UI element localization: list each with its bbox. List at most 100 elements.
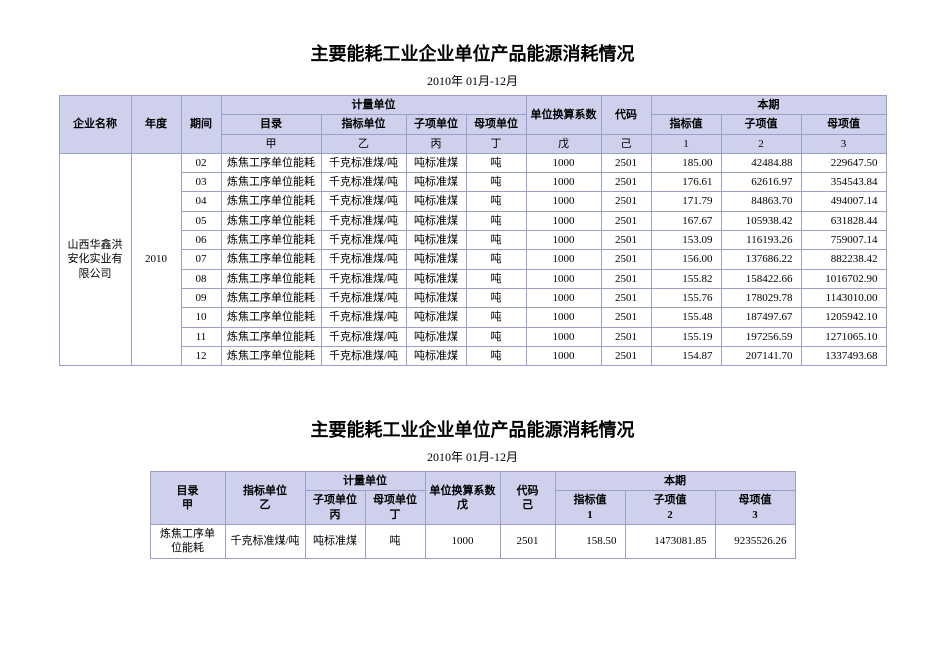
cell-daima: 2501 [601,153,651,172]
table-row: 07炼焦工序单位能耗千克标准煤/吨吨标准煤吨10002501156.001376… [59,250,886,269]
sub-3: 3 [801,134,886,153]
cell-mulu: 炼焦工序单位能耗 [221,231,321,250]
report2-subtitle: 2010年 01月-12月 [30,448,915,465]
cell-zhibiao: 千克标准煤/吨 [321,192,406,211]
cell-v1: 167.67 [651,211,721,230]
cell-period: 02 [181,153,221,172]
r2-v3-l1: 母项值 [739,494,772,506]
r2-v3-l2: 3 [752,509,758,521]
cell-v3: 494007.14 [801,192,886,211]
cell-daima: 2501 [601,269,651,288]
cell-zhibiao: 千克标准煤/吨 [321,211,406,230]
cell-mulu: 炼焦工序单位能耗 [221,308,321,327]
cell-xishu: 1000 [526,308,601,327]
cell-period: 06 [181,231,221,250]
cell-v2: 178029.78 [721,288,801,307]
table-row: 06炼焦工序单位能耗千克标准煤/吨吨标准煤吨10002501153.091161… [59,231,886,250]
cell-v2: 187497.67 [721,308,801,327]
cell-zhibiao: 千克标准煤/吨 [321,346,406,365]
col-muxiang: 母项单位 [466,115,526,134]
r2-daima-l1: 代码 [517,485,539,497]
table-row: 09炼焦工序单位能耗千克标准煤/吨吨标准煤吨10002501155.761780… [59,288,886,307]
r2-zixiang-cell: 吨标准煤 [305,525,365,559]
cell-period: 03 [181,173,221,192]
cell-v1: 185.00 [651,153,721,172]
cell-zhibiao: 千克标准煤/吨 [321,308,406,327]
cell-v2: 116193.26 [721,231,801,250]
r2-zhibiao-cell: 千克标准煤/吨 [225,525,305,559]
cell-v1: 155.48 [651,308,721,327]
report1-subtitle: 2010年 01月-12月 [30,72,915,89]
cell-period: 11 [181,327,221,346]
cell-v3: 1337493.68 [801,346,886,365]
r2-v1-cell: 158.50 [555,525,625,559]
cell-period: 09 [181,288,221,307]
r2-zixiang-l1: 子项单位 [313,494,357,506]
cell-daima: 2501 [601,327,651,346]
r2-mulu-cell: 炼焦工序单 位能耗 [150,525,225,559]
r2-col-xishu: 单位换算系数 戊 [425,472,500,525]
sub-wu: 戊 [526,134,601,153]
col-period: 期间 [181,96,221,154]
cell-zixiang: 吨标准煤 [406,346,466,365]
col-xishu: 单位换算系数 [526,96,601,135]
cell-xishu: 1000 [526,211,601,230]
table-row: 山西华鑫洪安化实业有限公司201002炼焦工序单位能耗千克标准煤/吨吨标准煤吨1… [59,153,886,172]
cell-v1: 155.76 [651,288,721,307]
cell-period: 10 [181,308,221,327]
cell-period: 07 [181,250,221,269]
table-row: 10炼焦工序单位能耗千克标准煤/吨吨标准煤吨10002501155.481874… [59,308,886,327]
cell-muxiang: 吨 [466,308,526,327]
r2-col-v1: 指标值 1 [555,491,625,525]
cell-daima: 2501 [601,173,651,192]
cell-daima: 2501 [601,346,651,365]
cell-v3: 229647.50 [801,153,886,172]
cell-v1: 156.00 [651,250,721,269]
cell-v2: 197256.59 [721,327,801,346]
cell-muxiang: 吨 [466,173,526,192]
cell-period: 05 [181,211,221,230]
sub-jia: 甲 [221,134,321,153]
cell-zixiang: 吨标准煤 [406,211,466,230]
table-row: 11炼焦工序单位能耗千克标准煤/吨吨标准煤吨10002501155.191972… [59,327,886,346]
cell-v2: 105938.42 [721,211,801,230]
cell-v3: 631828.44 [801,211,886,230]
r2-daima-cell: 2501 [500,525,555,559]
r2-v3-cell: 9235526.26 [715,525,795,559]
cell-zixiang: 吨标准煤 [406,231,466,250]
r2-zixiang-l2: 丙 [330,509,341,521]
cell-period: 04 [181,192,221,211]
table-row: 05炼焦工序单位能耗千克标准煤/吨吨标准煤吨10002501167.671059… [59,211,886,230]
r2-col-v3: 母项值 3 [715,491,795,525]
r2-v2-cell: 1473081.85 [625,525,715,559]
cell-zixiang: 吨标准煤 [406,269,466,288]
cell-muxiang: 吨 [466,192,526,211]
cell-zhibiao: 千克标准煤/吨 [321,327,406,346]
r2-col-zhibiao: 指标单位 乙 [225,472,305,525]
cell-v3: 1271065.10 [801,327,886,346]
cell-v3: 1205942.10 [801,308,886,327]
cell-v2: 137686.22 [721,250,801,269]
table-row: 08炼焦工序单位能耗千克标准煤/吨吨标准煤吨10002501155.821584… [59,269,886,288]
report2-title: 主要能耗工业企业单位产品能源消耗情况 [30,416,915,442]
cell-v1: 154.87 [651,346,721,365]
r2-zhibiao-l2: 乙 [260,499,271,511]
r2-col-v2: 子项值 2 [625,491,715,525]
cell-muxiang: 吨 [466,250,526,269]
cell-zixiang: 吨标准煤 [406,327,466,346]
sub-yi: 乙 [321,134,406,153]
cell-xishu: 1000 [526,327,601,346]
cell-zhibiao: 千克标准煤/吨 [321,231,406,250]
r2-v2-l1: 子项值 [654,494,687,506]
cell-zixiang: 吨标准煤 [406,250,466,269]
cell-zixiang: 吨标准煤 [406,192,466,211]
cell-v2: 207141.70 [721,346,801,365]
cell-zhibiao: 千克标准煤/吨 [321,173,406,192]
cell-mulu: 炼焦工序单位能耗 [221,153,321,172]
cell-year: 2010 [131,153,181,365]
cell-muxiang: 吨 [466,327,526,346]
cell-v3: 759007.14 [801,231,886,250]
r2-data-row: 炼焦工序单 位能耗 千克标准煤/吨 吨标准煤 吨 1000 2501 158.5… [150,525,795,559]
cell-mulu: 炼焦工序单位能耗 [221,269,321,288]
cell-daima: 2501 [601,288,651,307]
